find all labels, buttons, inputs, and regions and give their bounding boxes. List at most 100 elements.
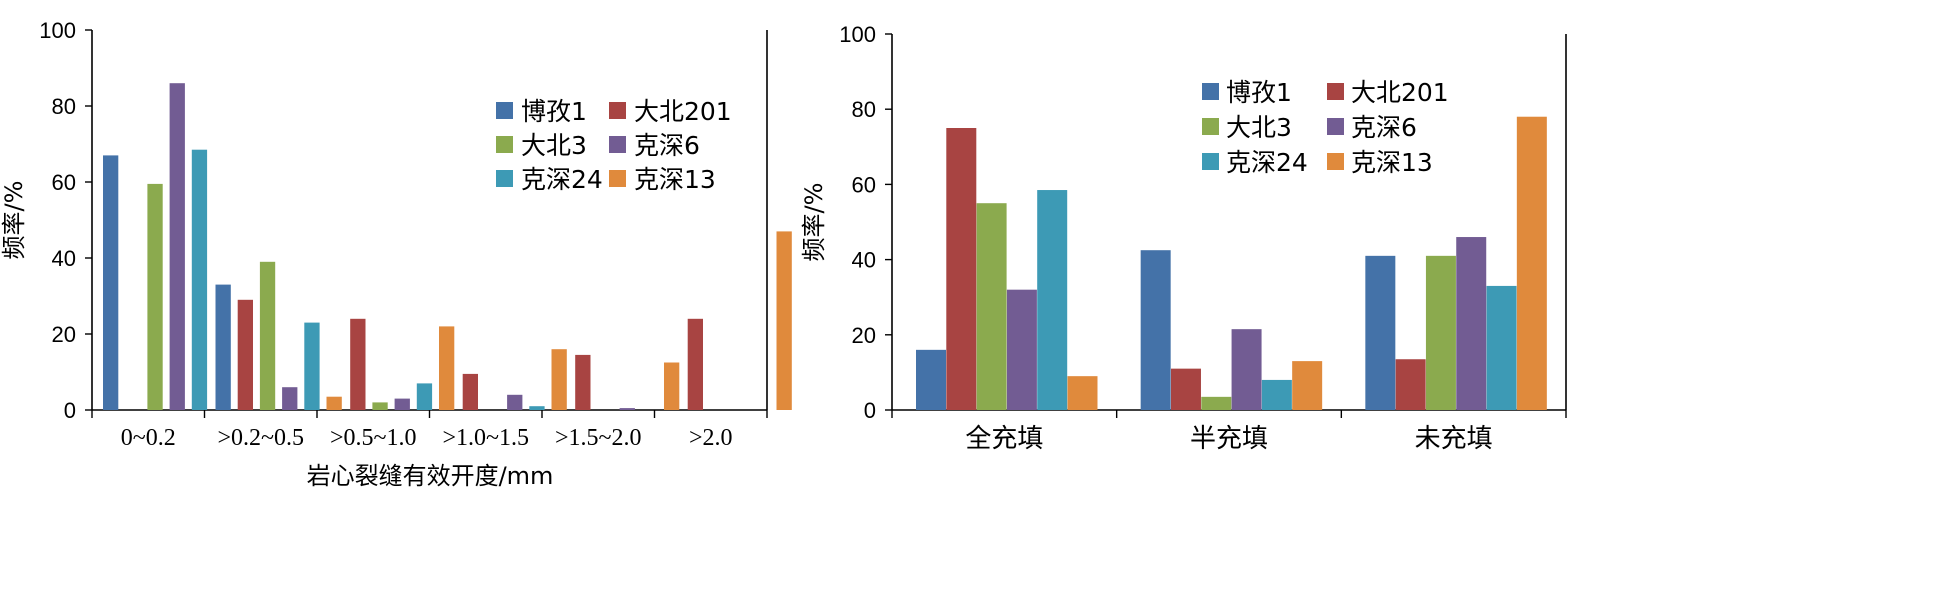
chart-1-y-tick-label-0: 0 [64, 398, 76, 423]
chart-1-y-tick-label-3: 60 [52, 170, 76, 195]
chart-2-legend-swatch-0 [1202, 83, 1219, 100]
chart-2-bars [916, 116, 1547, 410]
chart-2-y-tick-label-3: 60 [852, 172, 876, 197]
chart-1-legend-swatch-0 [496, 102, 513, 119]
chart-2-bar-s4-c1 [1261, 379, 1292, 410]
chart-2-category-label-0: 全充填 [965, 424, 1043, 454]
chart-1-bar-s1-c3 [462, 373, 478, 410]
chart-2-bar-s4-c2 [1486, 285, 1517, 410]
chart-1-bar-s3-c1 [282, 387, 298, 410]
chart-1-bar-s2-c2 [372, 402, 388, 410]
chart-2-bar-s5-c2 [1516, 116, 1547, 410]
chart-1-bar-s5-c4 [664, 362, 680, 410]
chart-2-legend-label-4: 克深24 [1226, 148, 1308, 177]
chart-1-legend-label-4: 克深24 [521, 165, 603, 194]
chart-1-category-label-2: >0.5~1.0 [330, 425, 417, 451]
chart-2-legend-label-1: 大北201 [1351, 78, 1449, 107]
chart-1-bar-s4-c0 [191, 149, 208, 410]
chart-1-category-labels: 0~0.2 >0.2~0.5 >0.5~1.0 >1.0~1.5 >1.5~2.0 >2.… [121, 425, 733, 451]
chart-2-legend: 博孜1 大北201 大北3 克深6 克深24 克深13 [1202, 78, 1449, 177]
chart-2-bar-s1-c1 [1170, 368, 1201, 410]
chart-1-category-label-0: 0~0.2 [121, 425, 176, 451]
chart-1-category-label-3: >1.0~1.5 [442, 425, 529, 451]
chart-1-bar-s5-c2 [439, 326, 455, 410]
chart-2-x-ticks [891, 410, 1567, 418]
chart-2-y-tick-label-5: 100 [839, 22, 876, 47]
chart-2-legend-label-2: 大北3 [1226, 113, 1292, 142]
chart-1-bar-s5-c5 [776, 231, 792, 410]
chart-1-legend-swatch-4 [496, 170, 513, 187]
chart-2-bar-s2-c0 [976, 203, 1007, 410]
chart-2-y-tick-label-4: 80 [852, 97, 876, 122]
chart-1-bar-s3-c2 [394, 398, 410, 410]
chart-1-y-tick-label-2: 40 [52, 246, 76, 271]
chart-2-category-labels: 全充填 半充填 未充填 [965, 424, 1492, 454]
chart-1-bar-s1-c2 [350, 318, 366, 410]
chart-1-bar-s3-c3 [507, 394, 523, 410]
chart-2-legend-swatch-1 [1327, 83, 1344, 100]
chart-2-y-tick-label-1: 20 [852, 323, 876, 348]
chart-2-category-label-1: 半充填 [1190, 424, 1268, 454]
chart-2-y-ticks: 0 20 40 60 80 100 [839, 22, 892, 423]
chart-1: 0 20 40 60 80 100 0~0.2 >0.2~0.5 >0.5~1.0 >1.0~1… [0, 18, 792, 490]
chart-2-bar-s0-c1 [1140, 250, 1171, 410]
chart-1-bar-s3-c4 [619, 408, 635, 410]
chart-1-legend-label-3: 克深6 [634, 131, 700, 160]
chart-2: 0 20 40 60 80 100 全充填 半充填 未充填 频率/% 博孜1 大北201 大北… [800, 22, 1567, 454]
chart-1-bar-s4-c1 [304, 322, 320, 410]
chart-2-bar-s1-c0 [946, 128, 977, 410]
chart-1-bar-s2-c1 [259, 261, 276, 410]
chart-2-legend-swatch-4 [1202, 153, 1219, 170]
chart-2-bar-s3-c2 [1456, 237, 1487, 410]
chart-2-bar-s3-c0 [1006, 289, 1037, 410]
chart-1-legend-swatch-2 [496, 136, 513, 153]
chart-2-y-tick-label-2: 40 [852, 248, 876, 273]
chart-1-bar-s1-c4 [575, 354, 591, 410]
chart-2-bar-s0-c2 [1365, 255, 1396, 410]
chart-2-bar-s2-c1 [1201, 396, 1232, 410]
chart-1-legend-label-1: 大北201 [634, 97, 732, 126]
chart-2-bar-s1-c2 [1395, 359, 1426, 410]
chart-2-y-tick-label-0: 0 [864, 398, 876, 423]
chart-1-y-ticks: 0 20 40 60 80 100 [39, 18, 92, 423]
chart-1-x-axis-title: 岩心裂缝有效开度/mm [307, 462, 554, 490]
chart-1-bar-s5-c3 [551, 349, 567, 410]
chart-1-bar-s5-c1 [326, 396, 342, 410]
chart-1-y-tick-label-4: 80 [52, 94, 76, 119]
chart-1-category-label-5: >2.0 [689, 425, 733, 451]
chart-1-category-label-4: >1.5~2.0 [555, 425, 642, 451]
chart-1-bar-s2-c0 [147, 183, 163, 410]
chart-2-bar-s2-c2 [1425, 255, 1456, 410]
chart-1-category-label-1: >0.2~0.5 [217, 425, 304, 451]
chart-2-bar-s5-c0 [1067, 376, 1098, 410]
chart-1-legend-label-2: 大北3 [521, 131, 587, 160]
chart-1-bar-s1-c5 [687, 318, 703, 410]
chart-2-legend-swatch-2 [1202, 118, 1219, 135]
chart-1-legend-swatch-3 [609, 136, 626, 153]
chart-2-legend-swatch-5 [1327, 153, 1344, 170]
chart-2-bar-s0-c0 [916, 349, 946, 410]
chart-1-y-tick-label-5: 100 [39, 18, 76, 43]
chart-1-y-tick-label-1: 20 [52, 322, 76, 347]
chart-1-x-ticks [91, 410, 768, 418]
chart-1-legend-swatch-1 [609, 102, 626, 119]
chart-1-bar-s1-c1 [237, 299, 253, 410]
chart-1-bar-s4-c2 [416, 383, 433, 410]
chart-2-legend-label-5: 克深13 [1351, 148, 1433, 177]
chart-1-legend-label-0: 博孜1 [521, 97, 587, 126]
chart-1-bars [103, 83, 792, 410]
chart-2-legend-label-3: 克深6 [1351, 113, 1417, 142]
chart-2-bar-s5-c1 [1292, 361, 1323, 410]
chart-1-bar-s0-c0 [103, 155, 119, 410]
chart-1-legend-label-5: 克深13 [634, 165, 716, 194]
chart-2-y-axis-title: 频率/% [800, 183, 828, 262]
chart-1-bar-s3-c0 [169, 83, 185, 410]
chart-2-bar-s3-c1 [1231, 329, 1262, 410]
chart-1-legend: 博孜1 大北201 大北3 克深6 克深24 克深13 [496, 97, 732, 194]
chart-1-bar-s0-c1 [215, 284, 231, 410]
chart-2-legend-swatch-3 [1327, 118, 1344, 135]
chart-2-bar-s4-c0 [1037, 190, 1068, 410]
chart-1-legend-swatch-5 [609, 170, 626, 187]
chart-2-category-label-2: 未充填 [1415, 424, 1493, 454]
